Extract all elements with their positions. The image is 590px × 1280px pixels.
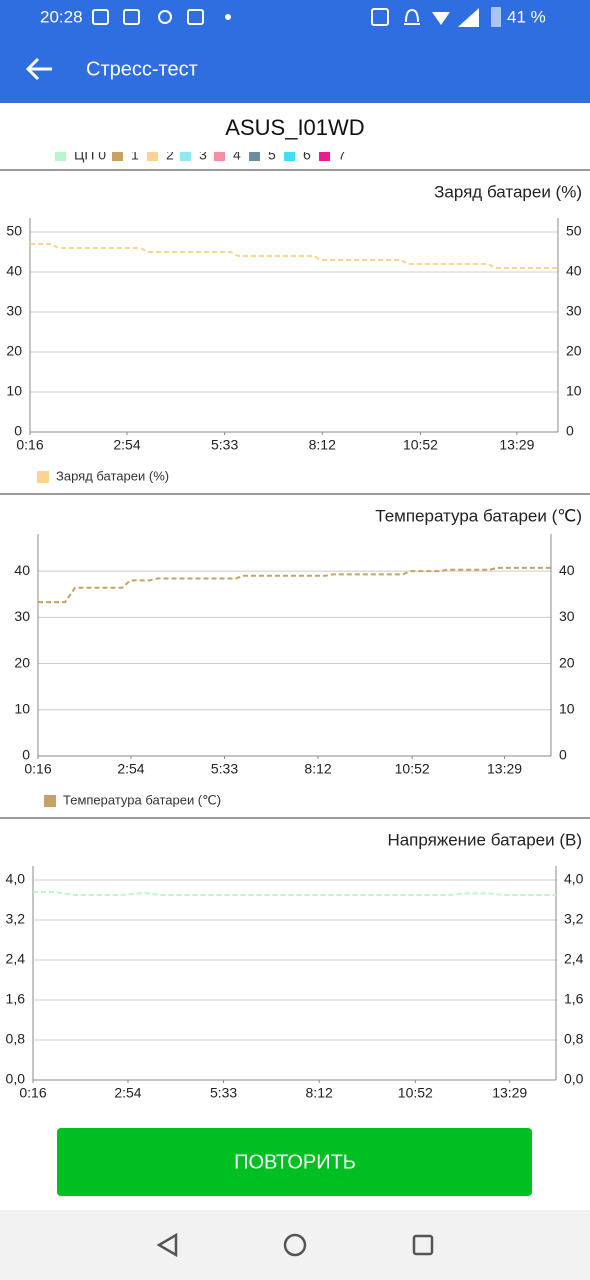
x-tick-label: 13:29	[499, 437, 534, 453]
y2-tick-label: 0	[559, 747, 567, 763]
y2-tick-label: 2,4	[564, 951, 584, 967]
top-bar-bg	[0, 0, 590, 103]
legend-label: 4	[233, 147, 241, 163]
wifi-icon	[432, 12, 450, 25]
x-tick-label: 2:54	[114, 1085, 141, 1101]
series-line	[38, 566, 551, 604]
x-tick-label: 5:33	[210, 1085, 237, 1101]
x-tick-label: 5:33	[211, 437, 238, 453]
x-tick-label: 0:16	[19, 1085, 46, 1101]
legend-label: 7	[338, 147, 346, 163]
y-tick-label: 40	[6, 263, 22, 279]
signal-icon	[458, 8, 479, 27]
legend-label: 5	[268, 147, 276, 163]
x-tick-label: 10:52	[398, 1085, 433, 1101]
legend-swatch	[319, 150, 330, 161]
nav-bar	[0, 1210, 590, 1280]
x-tick-label: 8:12	[304, 761, 331, 777]
y2-tick-label: 10	[559, 700, 575, 716]
x-tick-label: 0:16	[24, 761, 51, 777]
legend-swatch	[44, 795, 56, 807]
x-tick-label: 2:54	[117, 761, 144, 777]
legend-label: Температура батареи (℃)	[63, 792, 221, 807]
y-tick-label: 2,4	[6, 951, 26, 967]
y-tick-label: 10	[6, 383, 22, 399]
charts: Заряд батареи (%) 0 0 10 10 20 20 30 30 40 40 50 50 0…	[0, 169, 590, 1101]
y-tick-label: 40	[14, 562, 30, 578]
y2-tick-label: 1,6	[564, 991, 584, 1007]
y-tick-label: 30	[6, 303, 22, 319]
x-tick-label: 2:54	[113, 437, 140, 453]
legend-swatch	[249, 150, 260, 161]
series-line	[30, 243, 558, 269]
x-tick-label: 10:52	[403, 437, 438, 453]
legend-label: 6	[303, 147, 311, 163]
y2-tick-label: 20	[566, 343, 582, 359]
retry-button[interactable]	[57, 1128, 532, 1196]
y2-tick-label: 0	[566, 423, 574, 439]
y2-tick-label: 40	[566, 263, 582, 279]
legend-label: 3	[199, 147, 207, 163]
legend-swatch	[37, 471, 49, 483]
y-tick-label: 10	[14, 700, 30, 716]
y2-tick-label: 50	[566, 223, 582, 239]
status-icons	[92, 8, 420, 26]
x-tick-label: 5:33	[211, 761, 238, 777]
y2-tick-label: 10	[566, 383, 582, 399]
battery-icon	[491, 7, 501, 27]
legend-swatch	[112, 150, 123, 161]
app-title: Стресс-тест	[86, 58, 198, 80]
y-tick-label: 0	[22, 747, 30, 763]
series-line	[33, 891, 556, 896]
nav-recents[interactable]	[412, 1234, 434, 1256]
back-button[interactable]	[25, 57, 52, 81]
legend-label: 2	[166, 147, 174, 163]
y2-tick-label: 0,8	[564, 1031, 584, 1047]
y2-tick-label: 30	[566, 303, 582, 319]
x-tick-label: 8:12	[309, 437, 336, 453]
y-tick-label: 3,2	[6, 911, 26, 927]
legend-swatch	[55, 150, 66, 161]
y-tick-label: 4,0	[6, 871, 26, 887]
x-tick-label: 10:52	[395, 761, 430, 777]
x-tick-label: 13:29	[492, 1085, 527, 1101]
y2-tick-label: 3,2	[564, 911, 584, 927]
y-tick-label: 0,8	[6, 1031, 26, 1047]
x-tick-label: 0:16	[16, 437, 43, 453]
x-tick-label: 13:29	[487, 761, 522, 777]
legend-clip	[0, 144, 590, 152]
y-tick-label: 0	[14, 423, 22, 439]
nav-back[interactable]	[156, 1232, 178, 1258]
y-tick-label: 30	[14, 608, 30, 624]
y2-tick-label: 0,0	[564, 1071, 584, 1087]
y2-tick-label: 40	[559, 562, 575, 578]
status-time: 20:28	[40, 7, 83, 26]
status-battery: 41 %	[507, 7, 546, 26]
nav-home[interactable]	[283, 1233, 307, 1257]
legend-label: 1	[131, 147, 139, 163]
x-tick-label: 8:12	[306, 1085, 333, 1101]
legend-swatch	[214, 150, 225, 161]
chart-title: Напряжение батареи (В)	[387, 830, 582, 849]
y-tick-label: 0,0	[6, 1071, 26, 1087]
legend-swatch	[147, 150, 158, 161]
y-tick-label: 20	[14, 654, 30, 670]
legend-label: Заряд батареи (%)	[56, 468, 169, 483]
retry-button-label: ПОВТОРИТЬ	[234, 1151, 356, 1173]
y2-tick-label: 20	[559, 654, 575, 670]
legend-swatch	[284, 150, 295, 161]
y2-tick-label: 4,0	[564, 871, 584, 887]
legend-swatch	[180, 150, 191, 161]
y-tick-label: 20	[6, 343, 22, 359]
y-tick-label: 1,6	[6, 991, 26, 1007]
y-tick-label: 50	[6, 223, 22, 239]
device-name: ASUS_I01WD	[225, 115, 364, 140]
chart-title: Температура батареи (℃)	[375, 506, 582, 525]
chart-title: Заряд батареи (%)	[434, 182, 582, 201]
y2-tick-label: 30	[559, 608, 575, 624]
